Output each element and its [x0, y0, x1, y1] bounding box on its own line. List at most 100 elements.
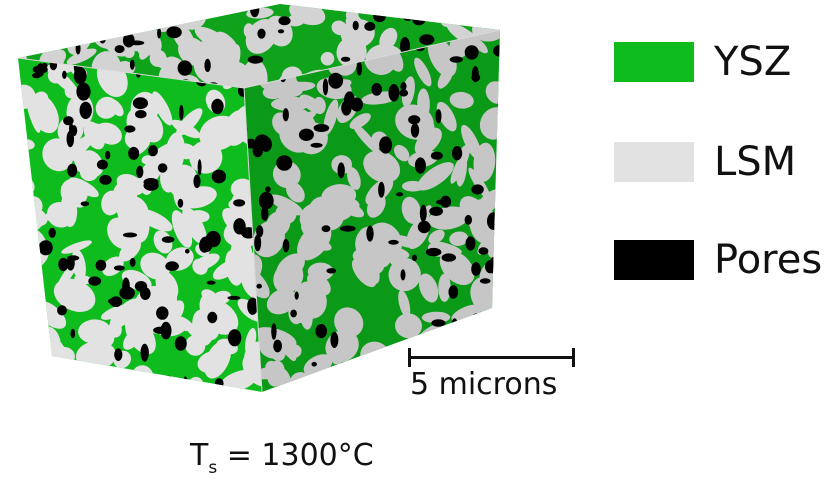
pore — [113, 265, 125, 271]
lsm-grain — [103, 372, 129, 392]
lsm-grain — [32, 91, 49, 109]
pore — [431, 319, 446, 327]
pore — [471, 9, 482, 17]
pore — [265, 186, 271, 193]
pore — [489, 256, 500, 274]
lsm-grain — [414, 127, 442, 155]
temperature-subscript: s — [208, 458, 218, 478]
pore — [363, 372, 373, 385]
pore — [20, 41, 33, 51]
pore — [57, 305, 67, 316]
pore — [233, 218, 246, 235]
pore — [87, 372, 103, 381]
pore — [471, 262, 481, 277]
pore — [472, 313, 484, 318]
pore — [461, 318, 476, 332]
pore — [87, 368, 98, 383]
lsm-grain — [61, 240, 92, 254]
lsm-grain — [384, 237, 404, 269]
lsm-grain — [449, 231, 469, 246]
lsm-grain — [265, 360, 286, 387]
lsm-grain — [334, 307, 364, 338]
lsm-grain — [46, 18, 59, 31]
lsm-grain — [352, 122, 380, 155]
pore — [294, 383, 309, 392]
pore — [31, 72, 42, 79]
lsm-grain — [414, 57, 432, 87]
lsm-grain — [25, 91, 41, 133]
lsm-grain — [119, 4, 138, 13]
pore — [132, 97, 148, 110]
pore — [66, 256, 75, 271]
pore — [491, 218, 500, 226]
lsm-grain — [460, 144, 472, 155]
pore — [425, 247, 442, 257]
lsm-grain — [95, 122, 122, 145]
pore — [233, 199, 246, 207]
pore — [142, 14, 148, 28]
lsm-grain — [361, 228, 379, 268]
pore — [254, 134, 270, 150]
lsm-grain — [100, 304, 130, 320]
lsm-grain — [392, 4, 412, 16]
lsm-grain — [352, 360, 375, 375]
pore — [227, 295, 241, 300]
pore — [271, 323, 277, 340]
pore — [105, 150, 111, 160]
pore — [114, 348, 123, 362]
pore — [33, 351, 49, 364]
cube-edges — [17, 29, 501, 393]
pore — [278, 16, 291, 26]
lsm-grain — [485, 81, 500, 104]
pore — [76, 82, 91, 101]
pore — [79, 101, 92, 120]
pore — [250, 4, 260, 18]
pore — [311, 361, 317, 367]
pore — [464, 45, 479, 60]
lsm-grain — [191, 155, 217, 172]
pore — [18, 319, 32, 337]
pore — [486, 326, 497, 335]
pore — [276, 155, 293, 171]
lsm-grain — [138, 152, 168, 185]
lsm-grain — [456, 321, 478, 341]
pore — [436, 199, 452, 205]
pore — [124, 125, 136, 133]
lsm-grain — [349, 113, 371, 130]
pore — [174, 336, 187, 351]
pore — [94, 10, 110, 22]
lsm-grain — [181, 317, 204, 343]
pore — [214, 378, 224, 389]
pore — [448, 285, 459, 299]
pore — [185, 248, 190, 254]
pore — [373, 10, 386, 23]
lsm-grain — [28, 366, 51, 392]
legend-item-lsm: LSM — [614, 138, 826, 194]
lsm-grain — [395, 313, 422, 339]
lsm-grain — [223, 110, 251, 146]
pore — [326, 268, 337, 274]
lsm-grain — [347, 167, 361, 190]
lsm-grain — [449, 91, 474, 109]
pore — [179, 104, 184, 121]
pore — [205, 230, 221, 248]
lsm-grain — [140, 252, 171, 280]
pore — [256, 225, 264, 238]
pore — [414, 157, 426, 174]
pore — [464, 214, 472, 225]
pore — [37, 360, 51, 371]
lsm-grain — [244, 328, 257, 355]
pore — [134, 281, 148, 292]
lsm-grain — [451, 304, 483, 322]
pore — [160, 375, 176, 392]
lsm-grain — [417, 162, 454, 191]
pore — [96, 159, 108, 170]
lsm-grain — [18, 193, 34, 211]
lsm-grain — [183, 4, 208, 18]
cube-front-face — [18, 58, 262, 392]
pore — [322, 78, 329, 96]
pore — [294, 291, 299, 300]
lsm-grain — [153, 230, 173, 254]
lsm-grain — [109, 298, 141, 329]
pore — [122, 232, 138, 238]
